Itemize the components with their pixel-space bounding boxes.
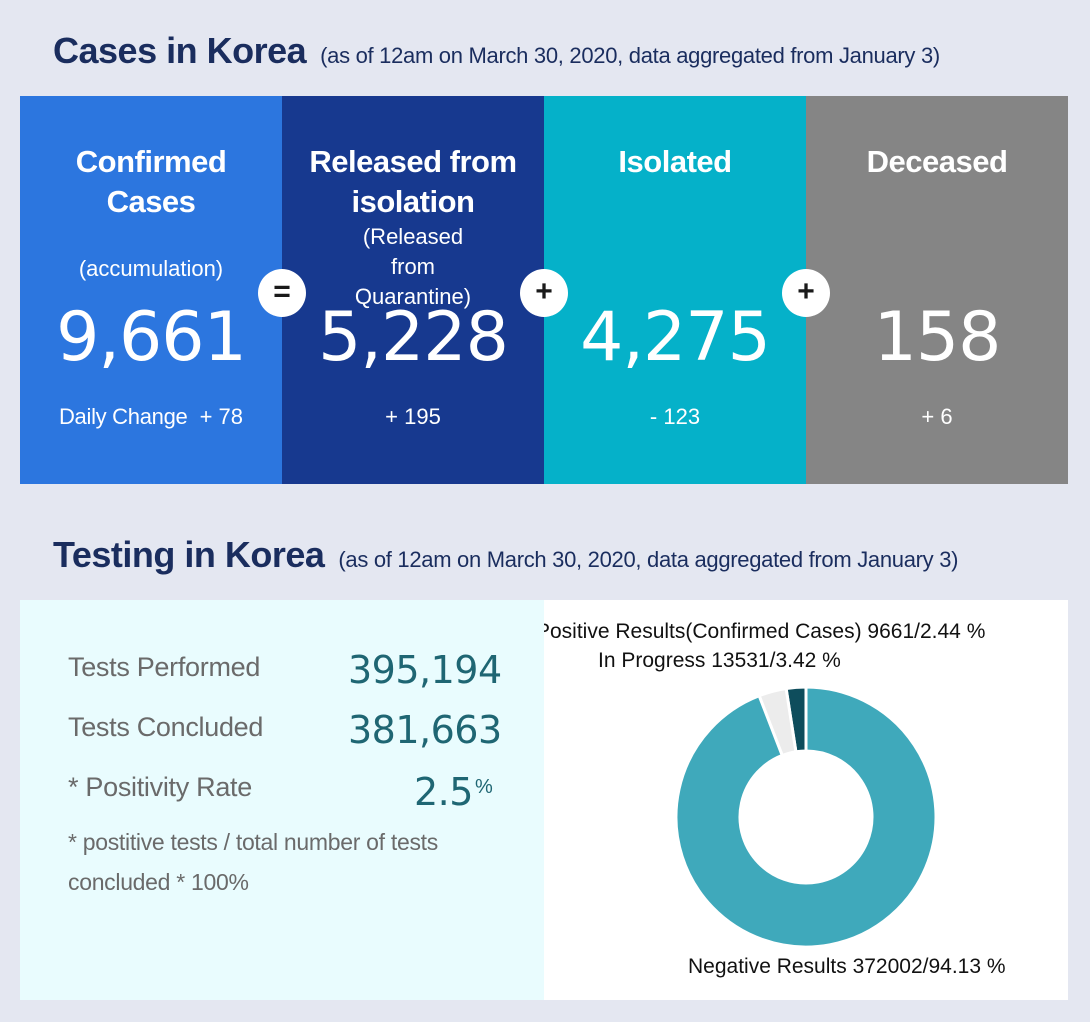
testing-subtitle: (as of 12am on March 30, 2020, data aggr… <box>338 547 959 572</box>
released-note: (Released from Quarantine) <box>354 224 472 309</box>
confirmed-cases-heading: Confirmed Cases <box>75 144 227 219</box>
released-change: + 195 <box>385 404 441 429</box>
deceased-change: + 6 <box>921 404 953 429</box>
cases-subtitle: (as of 12am on March 30, 2020, data aggr… <box>320 43 940 68</box>
testing-section-title: Testing in Korea (as of 12am on March 30… <box>53 534 958 576</box>
equals-operator: = <box>258 269 306 317</box>
released-box: Released from isolation (Released from Q… <box>282 96 544 484</box>
released-value: 5,228 <box>318 298 509 377</box>
positivity-rate-unit: % <box>475 776 493 798</box>
tests-concluded-value: 381,663 <box>348 708 502 752</box>
testing-metrics-panel: Tests Performed 395,194 Tests Concluded … <box>20 600 544 1000</box>
isolated-heading: Isolated <box>618 144 732 179</box>
positivity-rate-value: 2.5 <box>414 770 473 814</box>
daily-change-label: Daily Change <box>58 404 188 429</box>
cases-title: Cases in Korea <box>53 30 307 71</box>
deceased-box: Deceased 158 + 6 <box>806 96 1068 484</box>
positivity-footnote: * postitive tests / total number of test… <box>68 829 438 895</box>
testing-title: Testing in Korea <box>53 534 325 575</box>
plus-operator-1: + <box>520 269 568 317</box>
negative-results-label: Negative Results 372002/94.13 % <box>688 955 1006 978</box>
confirmed-cases-change: Daily Change + 78 <box>20 402 282 432</box>
donut-slice-negative-results <box>674 685 938 949</box>
confirmed-cases-note: (accumulation) <box>78 256 224 281</box>
confirmed-cases-value: 9,661 <box>56 298 247 377</box>
case-stats-row: Confirmed Cases (accumulation) 9,661 Dai… <box>20 96 1068 484</box>
tests-concluded-label: Tests Concluded <box>68 712 264 742</box>
daily-change-value: + 78 <box>199 404 244 429</box>
deceased-heading: Deceased <box>866 144 1008 179</box>
positive-results-label: Positive Results(Confirmed Cases) 9661/2… <box>544 620 986 643</box>
testing-donut-chart: Positive Results(Confirmed Cases) 9661/2… <box>544 600 1068 1000</box>
isolated-value: 4,275 <box>580 298 771 377</box>
donut-chart-svg <box>674 685 938 949</box>
isolated-change: - 123 <box>649 404 701 429</box>
deceased-value: 158 <box>873 298 1002 377</box>
isolated-box: Isolated 4,275 - 123 <box>544 96 806 484</box>
tests-performed-value: 395,194 <box>348 648 502 692</box>
confirmed-cases-box: Confirmed Cases (accumulation) 9,661 Dai… <box>20 96 282 484</box>
positivity-rate-label: * Positivity Rate <box>68 772 252 802</box>
tests-performed-label: Tests Performed <box>68 652 261 682</box>
in-progress-label: In Progress 13531/3.42 % <box>598 649 841 672</box>
released-heading: Released from isolation <box>309 144 517 219</box>
cases-section-title: Cases in Korea (as of 12am on March 30, … <box>53 30 940 72</box>
plus-operator-2: + <box>782 269 830 317</box>
